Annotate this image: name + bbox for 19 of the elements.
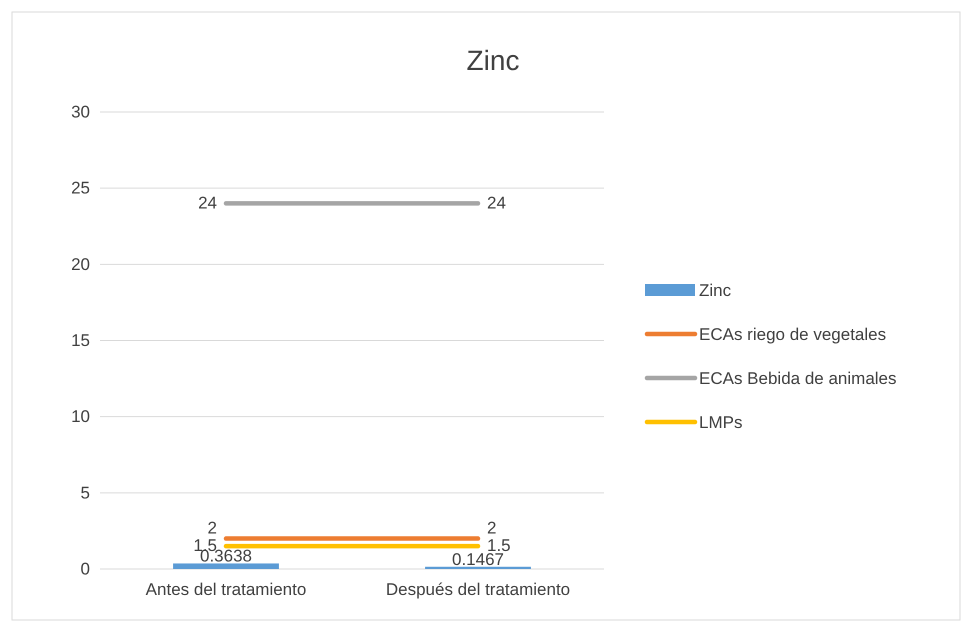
legend-label: ECAs Bebida de animales xyxy=(699,369,897,388)
data-label: 24 xyxy=(198,193,217,212)
x-tick-label: Antes del tratamiento xyxy=(146,580,306,600)
data-label: 24 xyxy=(487,193,506,212)
y-tick-label: 10 xyxy=(71,407,90,426)
chart-title: Zinc xyxy=(466,45,520,76)
legend-label: LMPs xyxy=(699,413,742,432)
y-tick-label: 30 xyxy=(71,102,90,122)
y-tick-label: 25 xyxy=(71,178,90,198)
y-tick-label: 0 xyxy=(80,559,90,578)
legend-label: Zinc xyxy=(699,281,732,300)
data-label: 0.1467 xyxy=(452,550,504,569)
data-label: 2 xyxy=(487,518,496,538)
y-tick-label: 15 xyxy=(71,330,90,350)
data-label: 2 xyxy=(208,518,217,538)
y-tick-label: 20 xyxy=(71,254,90,274)
legend-label: ECAs riego de vegetales xyxy=(699,325,886,344)
x-tick-label: Después del tratamiento xyxy=(386,580,570,600)
y-tick-label: 5 xyxy=(80,483,90,502)
